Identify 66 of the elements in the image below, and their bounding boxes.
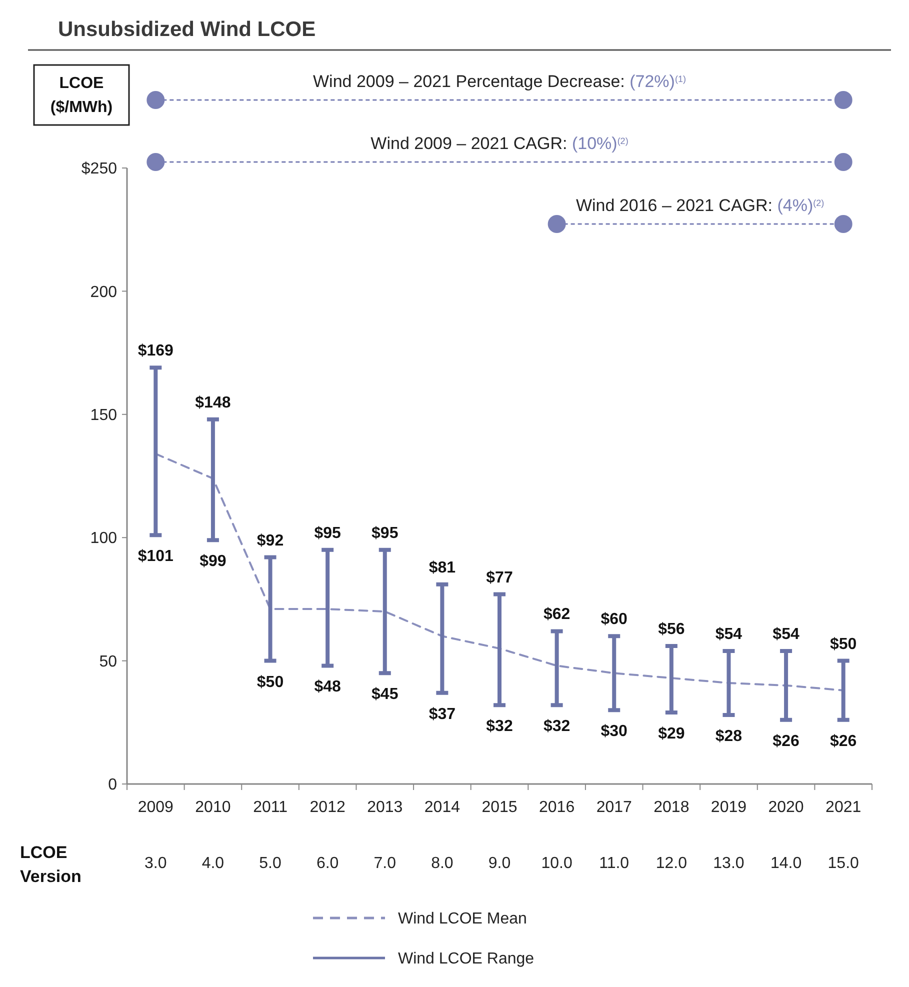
x2-tick-label: 10.0	[541, 855, 572, 872]
annotation: $81	[428, 559, 456, 576]
x-tick-label: 2018	[654, 799, 690, 816]
annotation: $101	[138, 548, 174, 566]
annotation: $62	[543, 606, 570, 624]
annotation: $28	[715, 728, 742, 746]
annotation: $77	[486, 569, 513, 586]
annotation: $56	[658, 621, 685, 638]
x-tick-label: 2020	[768, 799, 804, 816]
y-tick-label: $250	[81, 160, 118, 178]
annotation: $54	[715, 626, 742, 643]
annotation: $32	[486, 718, 513, 736]
annotation: $148	[195, 394, 231, 412]
x2-tick-label: 12.0	[656, 855, 688, 872]
x-tick-label: 2009	[138, 799, 174, 816]
x2-tick-label: 7.0	[374, 855, 396, 872]
x2-tick-label: 5.0	[259, 855, 282, 872]
legend-label: Wind LCOE Range	[398, 950, 534, 968]
x2-tick-label: 9.0	[488, 855, 511, 872]
x2-tick-label: 3.0	[144, 855, 167, 872]
annotation: $95	[372, 524, 398, 542]
x2-tick-label: 11.0	[599, 855, 630, 872]
annotation: $60	[600, 611, 628, 628]
y-tick-label: 200	[90, 284, 118, 301]
y-tick-label: 0	[108, 776, 118, 794]
x-tick-label: 2015	[482, 799, 518, 816]
x-tick-label: 2012	[310, 799, 346, 816]
x-tick-label: 2014	[424, 799, 460, 816]
x-tick-label: 2016	[539, 799, 575, 816]
annotation: $45	[372, 686, 398, 704]
annotation: $30	[600, 723, 628, 740]
annotation: $37	[428, 706, 456, 723]
annotation: $92	[256, 532, 284, 550]
x-tick-label: 2010	[195, 799, 231, 816]
text: Wind 2009 – 2021 CAGR: (10%)$^{(2)}$	[370, 134, 628, 153]
annotation: $54	[772, 626, 800, 643]
annotation: $48	[314, 678, 342, 696]
legend-label: Wind LCOE Mean	[398, 910, 527, 928]
text: Wind 2009 – 2021 Percentage Decrease: (72%)$^{(1)}$	[313, 72, 686, 91]
x2-tick-label: 14.0	[770, 855, 802, 872]
y-axis-title: LCOE ($/MWh)	[50, 75, 113, 116]
annotation: $50	[830, 636, 857, 653]
chart-title: Unsubsidized Wind LCOE	[58, 18, 316, 41]
annotation: $29	[658, 726, 685, 743]
x2-axis-title: LCOE Version	[20, 843, 82, 886]
x2-tick-label: 4.0	[202, 855, 224, 872]
x-tick-label: 2019	[710, 799, 747, 816]
x2-tick-label: 13.0	[713, 855, 744, 872]
x-tick-label: 2017	[596, 799, 632, 816]
annotation: Wind 2016 – 2021 CAGR: (4%)$^{(2)}$	[576, 196, 824, 215]
annotation: $169	[138, 342, 174, 360]
x2-tick-label: 6.0	[316, 855, 339, 872]
annotation: $26	[772, 732, 800, 750]
annotation: $95	[314, 524, 342, 542]
annotation: $50	[256, 674, 284, 691]
x2-tick-label: 15.0	[828, 855, 860, 872]
x-tick-label: 2011	[253, 799, 288, 816]
annotation: $99	[200, 553, 226, 570]
x-tick-label: 2013	[367, 799, 403, 816]
x2-tick-label: 8.0	[431, 855, 454, 872]
y-tick-label: 150	[90, 407, 118, 424]
annotation: $26	[830, 732, 857, 750]
annotation: $32	[543, 718, 570, 736]
x-tick-label: 2021	[826, 799, 862, 816]
y-tick-label: 50	[99, 653, 118, 670]
y-tick-label: 100	[90, 530, 118, 548]
